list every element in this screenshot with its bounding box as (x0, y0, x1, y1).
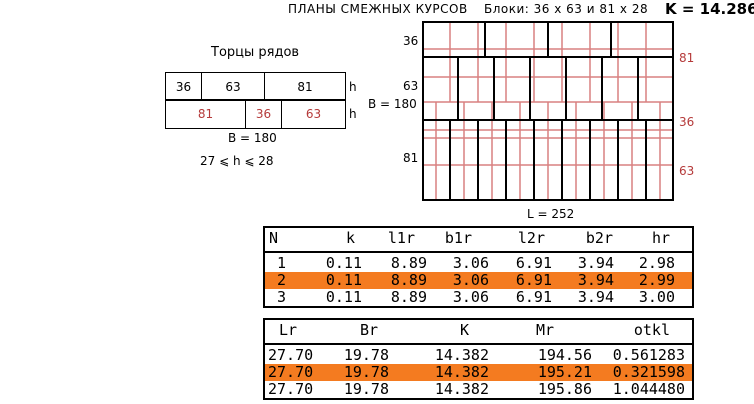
header-divider (265, 251, 692, 253)
cell: 3.06 (452, 288, 489, 306)
plan-length-label: L = 252 (527, 207, 575, 221)
cell: 27.70 (268, 380, 314, 398)
diagram-title: ПЛАНЫ СМЕЖНЫХ КУРСОВ (288, 2, 468, 16)
cell: 3.94 (577, 254, 614, 272)
cell: 27.70 (268, 346, 314, 364)
table-row: 27.70 19.78 14.382 195.86 1.044480 (265, 381, 692, 398)
plan-left-label: 81 (403, 151, 419, 165)
col-header: N (269, 229, 279, 247)
h-label: h (349, 107, 357, 121)
cell: 14.382 (434, 346, 489, 364)
cell: 195.21 (537, 363, 592, 381)
cell: 3.00 (638, 288, 675, 306)
results-table: Lr Br K Mr otkl 27.70 19.78 14.382 194.5… (263, 318, 694, 400)
red-course-lines (422, 21, 674, 201)
black-course-lines (422, 21, 674, 201)
plan-left-label: 63 (403, 79, 419, 93)
table-row: 3 0.11 8.89 3.06 6.91 3.94 3.00 (265, 289, 692, 306)
cell: 1 (277, 254, 287, 272)
cell: 3 (277, 288, 287, 306)
cell: 6.91 (515, 271, 552, 289)
cell: 0.11 (325, 288, 362, 306)
cell: 14.382 (434, 363, 489, 381)
plan-width-label: B = 180 (368, 97, 417, 111)
table-row: 1 0.11 8.89 3.06 6.91 3.94 2.98 (265, 255, 692, 272)
cell: 27.70 (268, 363, 314, 381)
end-width-label: B = 180 (228, 131, 277, 145)
cell: 2 (277, 271, 287, 289)
end-cell: 63 (305, 107, 322, 121)
col-header: b2r (585, 229, 613, 247)
plan-left-label: 36 (403, 34, 419, 48)
col-header: l2r (517, 229, 545, 247)
cell: 1.044480 (612, 380, 685, 398)
cell: 0.321598 (612, 363, 685, 381)
plan-right-label: 81 (679, 51, 695, 65)
end-cell: 81 (166, 100, 246, 128)
table-header: N k l1r b1r l2r b2r hr (265, 230, 692, 247)
table-row-highlighted: 2 0.11 8.89 3.06 6.91 3.94 2.99 (265, 272, 692, 289)
cell: 6.91 (515, 254, 552, 272)
col-header: Mr (535, 321, 554, 339)
cell: 0.561283 (612, 346, 685, 364)
end-view-title: Торцы рядов (211, 45, 300, 60)
cell: 14.382 (434, 380, 489, 398)
end-cell: 63 (202, 73, 265, 100)
col-header: k (345, 229, 355, 247)
col-header: Lr (279, 321, 298, 339)
header-divider (265, 343, 692, 345)
cell: 194.56 (537, 346, 592, 364)
cell: 8.89 (390, 271, 427, 289)
h-range: 27 ⩽ h ⩽ 28 (200, 154, 274, 168)
end-cell: 36 (166, 73, 202, 100)
plan-right-label: 63 (679, 164, 695, 178)
col-header: l1r (387, 229, 415, 247)
end-row-1: 36 63 81 (165, 72, 346, 101)
col-header: K (459, 321, 469, 339)
cell: 8.89 (390, 288, 427, 306)
cell: 3.06 (452, 271, 489, 289)
cell: 19.78 (343, 363, 389, 381)
col-header: Br (359, 321, 378, 339)
cell: 19.78 (343, 346, 389, 364)
h-label: h (349, 80, 357, 94)
cell: 3.94 (577, 271, 614, 289)
col-header: b1r (444, 229, 472, 247)
params-table: N k l1r b1r l2r b2r hr 1 0.11 8.89 3.06 … (263, 226, 694, 308)
cell: 3.06 (452, 254, 489, 272)
k-value: K = 14.286 (665, 0, 754, 18)
table-header: Lr Br K Mr otkl (265, 322, 692, 339)
plan-right-label: 36 (679, 115, 695, 129)
blocks-label: Блоки: 36 х 63 и 81 х 28 (484, 2, 649, 16)
cell: 19.78 (343, 380, 389, 398)
table-row-highlighted: 27.70 19.78 14.382 195.21 0.321598 (265, 364, 692, 381)
cell: 2.99 (638, 271, 675, 289)
end-row-2: 81 36 63 (165, 99, 346, 129)
end-cell: 81 (297, 79, 313, 94)
cell: 6.91 (515, 288, 552, 306)
cell: 2.98 (638, 254, 675, 272)
end-cell: 36 (246, 100, 282, 128)
cell: 0.11 (325, 271, 362, 289)
course-plan (422, 21, 674, 201)
col-header: hr (651, 229, 670, 247)
cell: 3.94 (577, 288, 614, 306)
table-row: 27.70 19.78 14.382 194.56 0.561283 (265, 347, 692, 364)
cell: 8.89 (390, 254, 427, 272)
col-header: otkl (633, 321, 670, 339)
cell: 0.11 (325, 254, 362, 272)
cell: 195.86 (537, 380, 592, 398)
